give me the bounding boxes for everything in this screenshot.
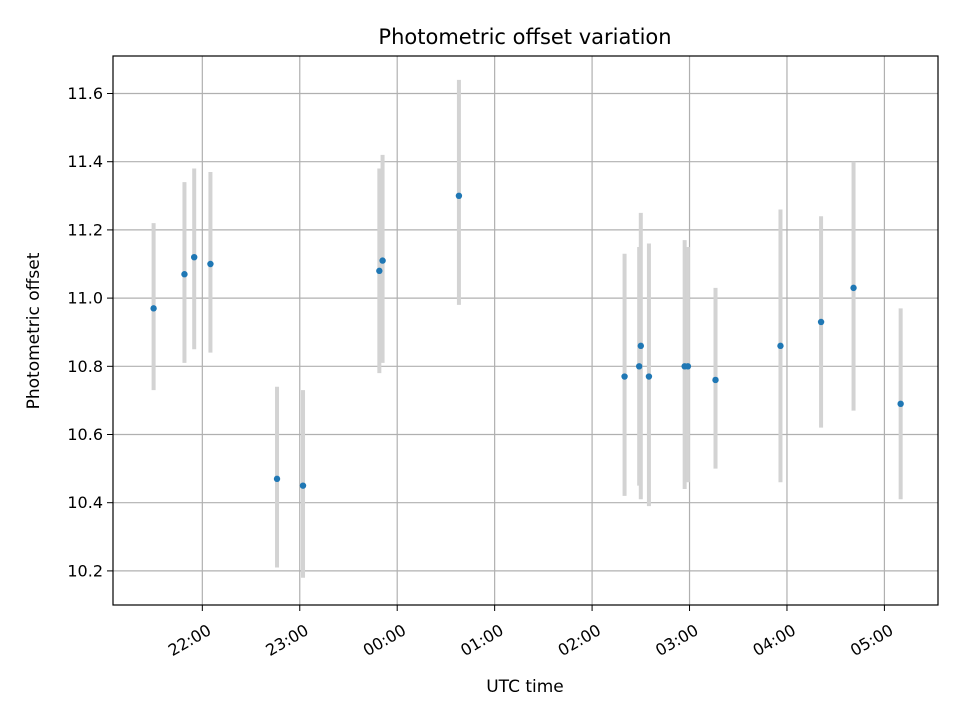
data-point (150, 305, 157, 312)
plot-frame (112, 55, 939, 606)
data-point (273, 475, 281, 483)
data-point (191, 253, 198, 261)
data-point (777, 342, 784, 350)
data-point (299, 482, 307, 489)
data-point (207, 260, 214, 268)
data-point (897, 400, 904, 408)
y-ticks: 10.2 10.4 10.6 10.8 11.0 11.2 11.4 11.6 (67, 84, 113, 580)
y-tick-label: 10.6 (67, 425, 103, 444)
data-point (376, 267, 383, 275)
chart-title: Photometric offset variation (378, 25, 671, 49)
y-axis-label: Photometric offset (24, 252, 44, 409)
data-point (817, 318, 825, 326)
data-point (181, 271, 188, 278)
data-points (150, 192, 904, 489)
data-point (850, 284, 857, 292)
y-tick-label: 11.6 (67, 84, 103, 103)
data-point (635, 363, 643, 370)
y-tick-label: 11.2 (67, 220, 103, 239)
y-tick-label: 11.4 (67, 152, 103, 171)
y-tick-label: 10.2 (67, 561, 103, 580)
data-point (645, 373, 653, 380)
y-tick-label: 11.0 (67, 289, 103, 308)
y-tick-label: 10.4 (67, 493, 103, 512)
data-point (637, 342, 645, 350)
x-axis-label: UTC time (486, 677, 564, 697)
data-point (455, 192, 463, 200)
data-point (379, 257, 386, 264)
data-point (712, 376, 719, 384)
data-point (684, 363, 692, 370)
data-point (621, 373, 628, 380)
y-tick-label: 10.8 (67, 357, 103, 376)
